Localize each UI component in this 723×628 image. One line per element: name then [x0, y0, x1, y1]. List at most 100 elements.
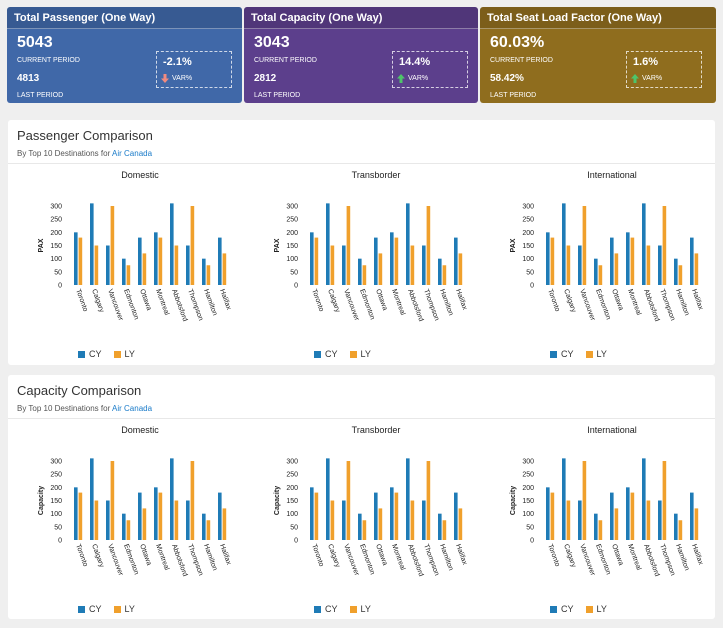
legend-ly[interactable]: LY [349, 349, 371, 359]
x-tick-label: Vancouver [106, 288, 124, 322]
bar-cy-toronto [546, 232, 550, 285]
legend-swatch-cy [78, 350, 85, 358]
x-tick-label: Ottawa [610, 288, 624, 311]
bar-ly-edmonton [362, 265, 367, 285]
airline-link[interactable]: Air Canada [112, 404, 153, 413]
bar-cy-hamilton [438, 258, 442, 285]
legend-cy[interactable]: CY [78, 604, 102, 614]
bar-cy-vancouver [342, 500, 346, 540]
bar-cy-halifax [454, 492, 458, 540]
kpi-last-value: 4813 [17, 73, 40, 84]
legend-ly[interactable]: LY [113, 604, 135, 614]
x-tick-label: Abbotsford [170, 288, 188, 322]
chart-passenger-domestic: Domestic PAX 0 50 100 150 200 250 300 Toronto Calg… [8, 168, 240, 368]
bar-ly-ottawa [378, 508, 383, 540]
legend-cy[interactable]: CY [550, 604, 574, 614]
x-tick-label: Vancouver [106, 543, 124, 577]
chart-legend: CY LY [78, 604, 135, 614]
bar-ly-toronto [314, 237, 319, 285]
bar-ly-toronto [314, 492, 319, 540]
y-tick-label: 150 [522, 498, 534, 505]
kpi-title: Total Seat Load Factor (One Way) [480, 7, 716, 29]
chart-capacity-international: International Capacity 0 50 100 150 200 250 300 T… [480, 423, 712, 623]
y-tick-label: 150 [286, 243, 298, 250]
x-tick-label: Ottawa [138, 543, 152, 566]
legend-ly[interactable]: LY [113, 349, 135, 359]
bar-ly-thompson [426, 461, 431, 540]
x-tick-label: Toronto [546, 543, 561, 567]
bar-cy-thompson [422, 245, 426, 285]
kpi-variance-value: -2.1% [163, 56, 192, 68]
bar-ly-hamilton [206, 265, 211, 285]
bar-ly-thompson [426, 206, 431, 285]
kpi-card-capacity: Total Capacity (One Way) 3043 CURRENT PE… [244, 7, 478, 103]
bar-cy-hamilton [202, 258, 206, 285]
y-tick-label: 100 [286, 256, 298, 263]
y-tick-label: 0 [58, 538, 62, 545]
chart-title: International [587, 425, 637, 435]
kpi-current-label: CURRENT PERIOD [17, 57, 80, 64]
legend-cy[interactable]: CY [550, 349, 574, 359]
bar-cy-calgary [90, 203, 94, 285]
bar-cy-montreal [626, 232, 630, 285]
bar-cy-halifax [218, 492, 222, 540]
bar-cy-edmonton [594, 258, 598, 285]
arrow-down-icon [161, 74, 169, 83]
y-tick-label: 0 [58, 283, 62, 290]
legend-cy[interactable]: CY [314, 349, 338, 359]
x-tick-label: Vancouver [578, 288, 596, 322]
legend-ly[interactable]: LY [585, 349, 607, 359]
x-tick-label: Thompson [658, 543, 676, 577]
bar-ly-hamilton [206, 520, 211, 540]
passenger-comparison-panel: Passenger Comparison By Top 10 Destinati… [8, 120, 715, 365]
bar-ly-ottawa [614, 253, 619, 285]
bar-cy-hamilton [202, 513, 206, 540]
bar-ly-toronto [78, 492, 83, 540]
x-tick-label: Vancouver [578, 543, 596, 577]
x-tick-label: Montreal [154, 543, 170, 571]
bar-ly-hamilton [678, 520, 683, 540]
bar-cy-toronto [310, 232, 314, 285]
x-tick-label: Halifax [218, 543, 232, 566]
bar-ly-ottawa [378, 253, 383, 285]
legend-cy[interactable]: CY [78, 349, 102, 359]
bar-ly-vancouver [346, 206, 351, 285]
kpi-variance-box: -2.1% VAR% [156, 51, 232, 88]
bar-cy-edmonton [122, 258, 126, 285]
x-tick-label: Halifax [690, 543, 704, 566]
legend-swatch-cy [550, 350, 557, 358]
y-tick-label: 0 [294, 283, 298, 290]
bar-ly-ottawa [142, 508, 147, 540]
legend-cy[interactable]: CY [314, 604, 338, 614]
x-tick-label: Edmonton [358, 288, 376, 320]
y-tick-label: 250 [522, 217, 534, 224]
legend-ly[interactable]: LY [585, 604, 607, 614]
kpi-last-label: LAST PERIOD [254, 92, 301, 99]
bar-cy-hamilton [674, 258, 678, 285]
bar-cy-edmonton [358, 513, 362, 540]
bar-cy-montreal [390, 232, 394, 285]
bar-cy-abbotsford [642, 203, 646, 285]
x-tick-label: Toronto [310, 288, 325, 312]
x-tick-label: Thompson [186, 543, 204, 577]
bar-cy-halifax [690, 237, 694, 285]
chart-capacity-domestic: Domestic Capacity 0 50 100 150 200 250 300 Toront… [8, 423, 240, 623]
airline-link[interactable]: Air Canada [112, 149, 153, 158]
bar-cy-vancouver [578, 245, 582, 285]
bar-cy-vancouver [106, 500, 110, 540]
y-axis-label: PAX [510, 238, 517, 252]
bar-ly-hamilton [678, 265, 683, 285]
chart-title: Transborder [352, 170, 401, 180]
y-tick-label: 50 [54, 524, 62, 531]
x-tick-label: Hamilton [202, 543, 218, 571]
bar-cy-toronto [74, 232, 78, 285]
y-tick-label: 200 [50, 485, 62, 492]
legend-ly[interactable]: LY [349, 604, 371, 614]
bar-cy-halifax [454, 237, 458, 285]
chart-title: Domestic [121, 170, 159, 180]
y-tick-label: 300 [522, 459, 534, 466]
x-tick-label: Calgary [326, 288, 341, 314]
x-tick-label: Ottawa [610, 543, 624, 566]
y-axis-label: PAX [274, 238, 281, 252]
bar-ly-vancouver [582, 461, 587, 540]
